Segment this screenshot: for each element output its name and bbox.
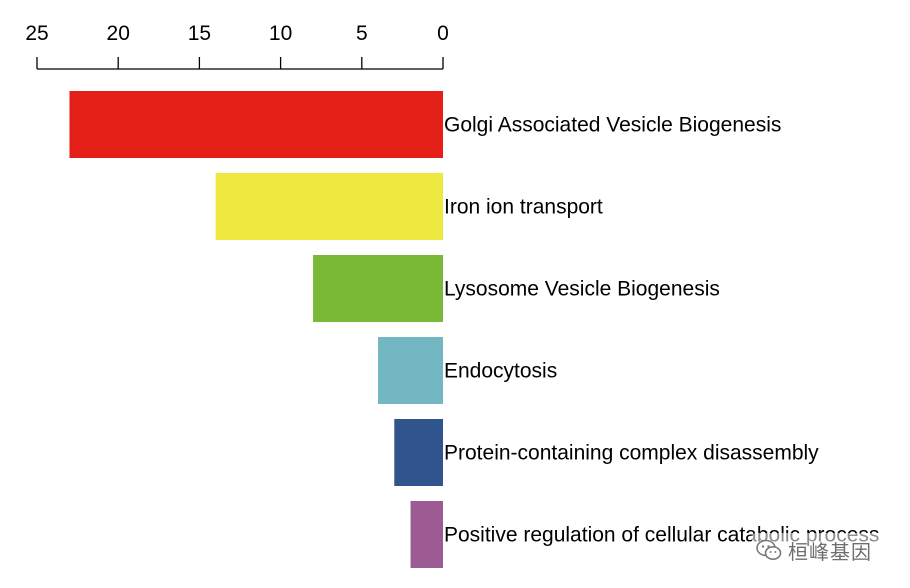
watermark-text: 桓峰基因 xyxy=(788,539,872,564)
bar xyxy=(69,91,443,158)
bar xyxy=(313,255,443,322)
bar xyxy=(378,337,443,404)
category-labels: Golgi Associated Vesicle Biogenesis Iron … xyxy=(444,114,879,547)
bar xyxy=(394,419,443,486)
bar xyxy=(410,501,443,568)
wechat-icon xyxy=(756,539,782,560)
bars xyxy=(69,91,443,568)
x-tick-label: 15 xyxy=(188,22,211,45)
category-label: Lysosome Vesicle Biogenesis xyxy=(444,278,720,301)
x-tick-label: 5 xyxy=(356,22,368,45)
x-tick-label: 25 xyxy=(25,22,48,45)
category-label: Endocytosis xyxy=(444,360,557,383)
x-tick-label: 20 xyxy=(107,22,130,45)
bar xyxy=(215,173,443,240)
x-axis: 25 20 15 10 5 0 xyxy=(25,22,449,70)
x-tick-label: 0 xyxy=(437,22,449,45)
category-label: Iron ion transport xyxy=(444,196,603,219)
category-label: Golgi Associated Vesicle Biogenesis xyxy=(444,114,781,137)
x-tick-label: 10 xyxy=(269,22,292,45)
category-label: Protein-containing complex disassembly xyxy=(444,442,819,465)
watermark: 桓峰基因 xyxy=(752,533,882,567)
